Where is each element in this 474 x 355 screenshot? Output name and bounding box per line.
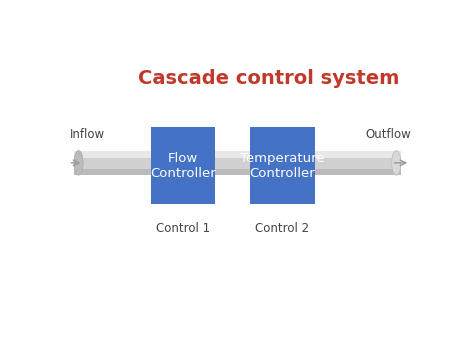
Ellipse shape: [392, 151, 401, 175]
Bar: [151, 127, 215, 204]
Text: Temperature
Controller: Temperature Controller: [240, 152, 325, 180]
Text: Control 2: Control 2: [255, 222, 310, 235]
Ellipse shape: [74, 151, 83, 175]
Bar: [74, 151, 401, 175]
Text: Flow
Controller: Flow Controller: [150, 152, 216, 180]
Bar: [74, 151, 401, 158]
Text: Control 1: Control 1: [156, 222, 210, 235]
Text: Outflow: Outflow: [365, 128, 411, 141]
Bar: [250, 127, 315, 204]
Bar: [74, 169, 401, 175]
Text: Inflow: Inflow: [70, 128, 105, 141]
Text: Cascade control system: Cascade control system: [138, 69, 399, 88]
